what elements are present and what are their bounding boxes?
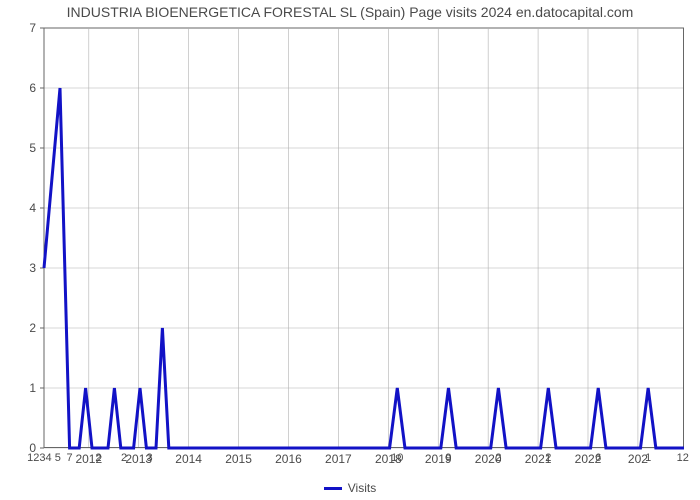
x-tick-year-label: 2014	[175, 452, 202, 466]
x-tick-small-label: 1	[645, 452, 651, 464]
y-tick-label: 7	[16, 21, 36, 35]
y-tick-label: 1	[16, 381, 36, 395]
x-tick-small-label: 6	[595, 452, 601, 464]
x-tick-small-label: 3	[147, 452, 153, 464]
plot-area	[44, 28, 684, 448]
x-axis-tick-labels: 2012201320142015201620172018201920202021…	[44, 448, 684, 466]
x-tick-small-label: 2	[495, 452, 501, 464]
legend-label: Visits	[348, 481, 376, 495]
x-tick-small-label: 7	[67, 452, 73, 464]
x-tick-small-label: 12	[677, 452, 689, 464]
y-axis-tick-labels: 01234567	[0, 28, 40, 448]
legend: Visits	[0, 481, 700, 495]
x-tick-small-label: 2	[95, 452, 101, 464]
y-tick-label: 2	[16, 321, 36, 335]
x-tick-small-label: 2	[545, 452, 551, 464]
x-tick-year-label: 2016	[275, 452, 302, 466]
y-tick-label: 6	[16, 81, 36, 95]
y-tick-label: 3	[16, 261, 36, 275]
x-tick-small-label: 2	[121, 452, 127, 464]
plot-svg	[44, 28, 684, 448]
x-tick-year-label: 2015	[225, 452, 252, 466]
x-tick-small-label: 1234 5	[27, 452, 61, 464]
chart-title: INDUSTRIA BIOENERGETICA FORESTAL SL (Spa…	[0, 4, 700, 20]
x-tick-year-label: 2017	[325, 452, 352, 466]
legend-swatch	[324, 487, 342, 490]
x-tick-small-label: 10	[391, 452, 403, 464]
y-tick-label: 5	[16, 141, 36, 155]
y-tick-label: 4	[16, 201, 36, 215]
x-tick-small-label: 9	[445, 452, 451, 464]
chart-container: INDUSTRIA BIOENERGETICA FORESTAL SL (Spa…	[0, 0, 700, 500]
